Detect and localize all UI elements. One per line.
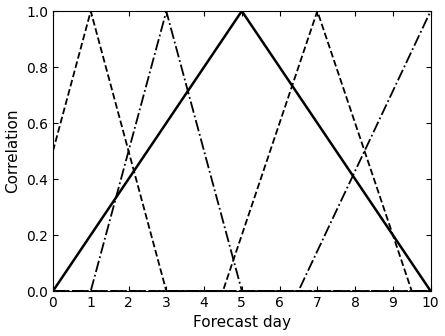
X-axis label: Forecast day: Forecast day: [193, 316, 291, 330]
Y-axis label: Correlation: Correlation: [5, 109, 20, 193]
